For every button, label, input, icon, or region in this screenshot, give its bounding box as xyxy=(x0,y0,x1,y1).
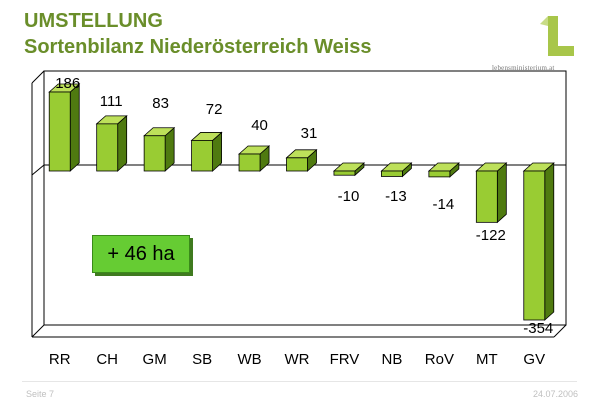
bar-GM xyxy=(143,126,176,172)
value-label-GM: 83 xyxy=(152,95,169,112)
plot-frame-edge xyxy=(31,70,45,84)
green-l-logo-icon xyxy=(540,16,574,56)
value-label-NB: -13 xyxy=(385,188,407,205)
category-label-MT: MT xyxy=(476,351,498,368)
category-label-WB: WB xyxy=(237,351,261,368)
logo-text: lebensministerium.at xyxy=(492,64,555,72)
value-label-MT: -122 xyxy=(476,227,506,244)
bar-CH xyxy=(95,114,128,172)
bar-MT xyxy=(475,162,508,224)
bar-WR xyxy=(285,148,318,172)
bar-GV xyxy=(522,162,555,321)
value-label-FRV: -10 xyxy=(338,188,360,205)
footer-page-number: Seite 7 xyxy=(26,389,55,399)
bar-RoV xyxy=(427,162,460,178)
footer-divider xyxy=(22,381,577,382)
bar-FRV xyxy=(332,162,366,177)
value-label-WR: 31 xyxy=(301,125,318,142)
bar-SB xyxy=(190,131,223,172)
category-label-FRV: FRV xyxy=(330,351,360,368)
page-title: UMSTELLUNG xyxy=(24,10,163,32)
category-label-RR: RR xyxy=(49,351,71,368)
category-label-NB: NB xyxy=(381,351,402,368)
category-label-RoV: RoV xyxy=(425,351,454,368)
category-label-GV: GV xyxy=(523,351,545,368)
bar-RR xyxy=(48,83,81,172)
plot-frame-edge xyxy=(31,324,45,338)
value-label-CH: 111 xyxy=(100,93,123,110)
category-label-CH: CH xyxy=(96,351,118,368)
category-label-WR: WR xyxy=(285,351,310,368)
value-label-GV: -354 xyxy=(523,320,553,337)
category-label-SB: SB xyxy=(192,351,212,368)
value-label-SB: 72 xyxy=(206,101,223,118)
bar-NB xyxy=(380,162,413,178)
value-label-WB: 40 xyxy=(251,117,268,134)
zero-line xyxy=(31,164,45,176)
value-label-RR: 186 xyxy=(55,75,80,92)
plot-frame-edge xyxy=(553,324,567,338)
bar-WB xyxy=(237,145,271,172)
page-subtitle: Sortenbilanz Niederösterreich Weiss xyxy=(24,36,372,58)
footer-date: 24.07.2006 xyxy=(533,389,579,399)
total-badge: + 46 ha xyxy=(92,235,190,273)
value-label-RoV: -14 xyxy=(433,196,455,213)
category-label-GM: GM xyxy=(143,351,167,368)
